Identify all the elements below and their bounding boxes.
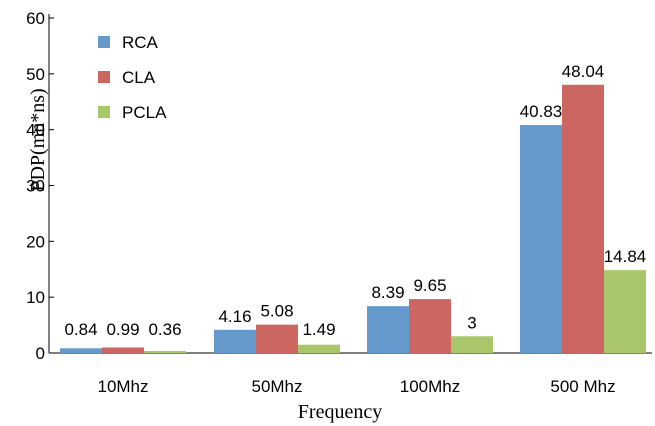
bar-cla-3	[562, 84, 604, 353]
bar-pcla-2	[451, 336, 493, 353]
bar-pcla-0	[144, 350, 186, 353]
data-label: 5.08	[260, 302, 293, 321]
data-label: 0.84	[64, 320, 97, 339]
legend-swatch-rca	[98, 36, 110, 48]
y-tick-label: 30	[26, 177, 45, 196]
y-axis: 0 10 20 30 40 50 60	[26, 9, 54, 363]
bar-rca-0	[60, 348, 102, 353]
x-axis: 10Mhz 50Mhz 100Mhz 500 Mhz	[49, 352, 652, 396]
data-label: 14.84	[604, 247, 647, 266]
data-labels: 0.84 4.16 8.39 40.83 0.99 5.08 9.65 48.04 0.36 1.…	[64, 62, 646, 339]
bar-pcla-3	[604, 270, 646, 353]
data-label: 48.04	[562, 62, 605, 81]
y-tick-label: 20	[26, 232, 45, 251]
data-label: 0.36	[148, 320, 181, 339]
data-label: 4.16	[218, 307, 251, 326]
bar-rca-1	[214, 329, 256, 353]
data-label: 40.83	[520, 102, 563, 121]
y-axis-title: PDP(mn*ns)	[27, 88, 49, 191]
bar-cla-1	[256, 324, 298, 353]
bar-cla-2	[409, 299, 451, 353]
data-label: 3	[467, 313, 476, 332]
x-axis-title: Frequency	[298, 401, 382, 423]
legend-label-pcla: PCLA	[122, 103, 167, 122]
data-label: 8.39	[371, 283, 404, 302]
legend-label-rca: RCA	[122, 33, 159, 52]
bar-pcla-1	[298, 344, 340, 353]
y-tick-label: 50	[26, 65, 45, 84]
y-tick-label: 0	[36, 344, 45, 363]
data-label: 9.65	[413, 276, 446, 295]
data-label: 0.99	[106, 320, 139, 339]
x-tick-label: 10Mhz	[97, 377, 148, 396]
x-tick-label: 100Mhz	[400, 377, 460, 396]
legend: RCA CLA PCLA	[98, 33, 167, 122]
x-tick-label: 50Mhz	[251, 377, 302, 396]
legend-label-cla: CLA	[122, 68, 156, 87]
bar-cla-0	[102, 347, 144, 353]
bar-rca-2	[367, 306, 409, 353]
y-tick-label: 40	[26, 121, 45, 140]
bars	[60, 84, 646, 353]
legend-swatch-cla	[98, 71, 110, 83]
y-tick-label: 10	[26, 288, 45, 307]
x-tick-label: 500 Mhz	[550, 377, 615, 396]
y-tick-label: 60	[26, 9, 45, 28]
legend-swatch-pcla	[98, 106, 110, 118]
data-label: 1.49	[302, 320, 335, 339]
bar-rca-3	[520, 125, 562, 353]
